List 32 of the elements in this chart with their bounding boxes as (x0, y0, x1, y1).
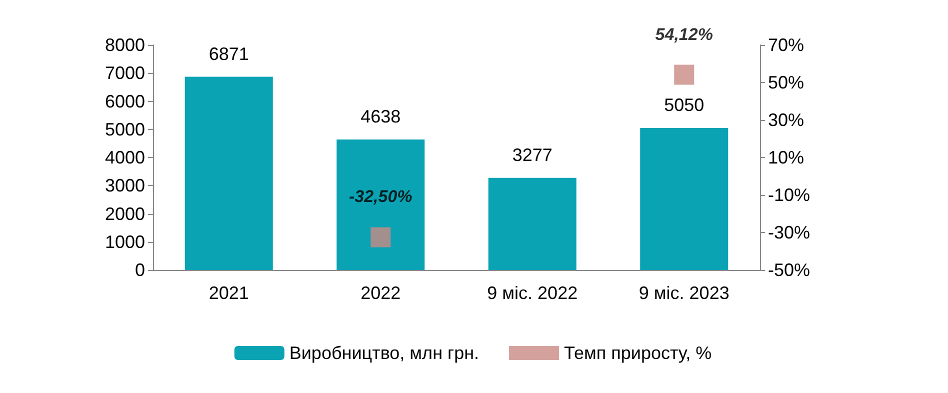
y-tick-label: 2000 (104, 204, 145, 224)
y-tick-label: 5000 (104, 119, 145, 140)
y2-tick-label: -30% (768, 222, 810, 242)
x-tick-label: 2021 (208, 283, 249, 303)
y2-tick-label: 10% (768, 148, 804, 168)
y-tick-label: 0 (134, 260, 145, 280)
y2-tick-label: -50% (768, 260, 810, 280)
y2-tick-label: -10% (768, 185, 810, 205)
y-tick-label: 3000 (104, 176, 145, 196)
y2-tick-label: 70% (768, 35, 804, 55)
bar (184, 76, 273, 270)
data-label: 6871 (208, 44, 249, 64)
x-tick-label: 9 міс. 2023 (638, 283, 730, 303)
data-label: 3277 (512, 144, 552, 165)
x-tick-label: 9 міс. 2022 (487, 283, 578, 303)
data-label: 5050 (664, 94, 704, 115)
bar (488, 178, 576, 270)
data-label: 54,12% (655, 24, 713, 44)
x-tick-label: 2022 (360, 283, 401, 303)
y-tick-label: 4000 (104, 148, 145, 168)
y-tick-label: 1000 (104, 232, 145, 252)
bar (640, 128, 728, 270)
y-tick-label: 7000 (104, 63, 145, 84)
legend-label: Виробництво, млн грн. (289, 343, 480, 363)
y2-tick-label: 50% (768, 72, 804, 92)
y2-tick-label: 30% (768, 110, 804, 130)
data-label: 4638 (360, 106, 401, 127)
bar (336, 140, 425, 270)
legend-label: Темп приросту, % (564, 343, 712, 363)
data-label: -32,50% (348, 187, 412, 206)
y-tick-label: 6000 (104, 91, 145, 112)
y-tick-label: 8000 (104, 35, 145, 55)
